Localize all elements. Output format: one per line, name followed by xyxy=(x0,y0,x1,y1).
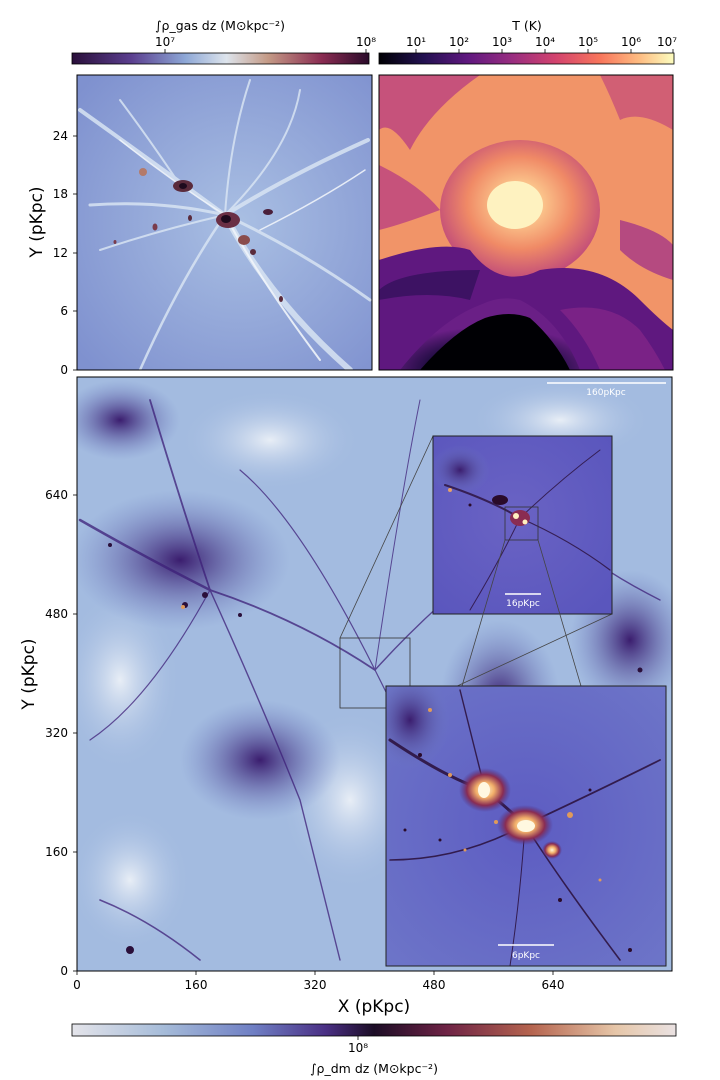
inset1-scalebar-label: 16pKpc xyxy=(506,599,540,609)
dm-main-panel: 160pKpc xyxy=(19,376,673,1017)
dm-xtick-0: 0 xyxy=(73,978,81,992)
gas-ytick-0: 0 xyxy=(60,363,68,377)
dm-ytick-0: 0 xyxy=(60,964,68,978)
dm-ytick-320: 320 xyxy=(45,726,68,740)
gas-colorbar-tick-1e8: 10⁸ xyxy=(356,35,376,49)
dm-xtick-640: 640 xyxy=(542,978,565,992)
temperature-tick-1e7: 10⁷ xyxy=(657,35,677,49)
inset-1: 16pKpc xyxy=(432,435,613,615)
zoom-box-1 xyxy=(339,637,411,709)
dm-scalebar-label: 160pKpc xyxy=(586,388,626,398)
dm-colorbar: 10⁸ ∫ρ_dm dz (M⊙kpc⁻²) xyxy=(71,1023,677,1076)
temperature-colorbar-label: T (K) xyxy=(511,18,542,33)
dm-ylabel: Y (pKpc) xyxy=(19,638,39,710)
temperature-tick-1e1: 10¹ xyxy=(406,35,426,49)
temperature-colorbar-gradient xyxy=(378,52,675,65)
temperature-panel xyxy=(378,74,674,371)
gas-ytick-6: 6 xyxy=(60,304,68,318)
dm-xtick-160: 160 xyxy=(185,978,208,992)
gas-ytick-12: 12 xyxy=(53,246,68,260)
dm-ytick-640: 640 xyxy=(45,488,68,502)
zoom-box-2 xyxy=(504,506,539,541)
temperature-colorbar: T (K) 10¹ 10² 10³ 10⁴ 10⁵ 10⁶ 10⁷ xyxy=(378,18,677,65)
inset2-scalebar-label: 6pKpc xyxy=(512,951,540,961)
temperature-tick-1e5: 10⁵ xyxy=(578,35,598,49)
gas-colorbar-tick-1e7: 10⁷ xyxy=(155,35,175,49)
gas-ylabel: Y (pKpc) xyxy=(27,186,47,258)
gas-colorbar-label: ∫ρ_gas dz (M⊙kpc⁻²) xyxy=(155,18,285,33)
dm-ytick-480: 480 xyxy=(45,607,68,621)
temperature-tick-1e2: 10² xyxy=(449,35,469,49)
temperature-tick-1e3: 10³ xyxy=(492,35,512,49)
dm-colorbar-tick-1e8: 10⁸ xyxy=(348,1041,368,1055)
gas-colorbar: ∫ρ_gas dz (M⊙kpc⁻²) 10⁷ 10⁸ xyxy=(71,18,376,65)
dm-xtick-320: 320 xyxy=(304,978,327,992)
inset-2: 6pKpc xyxy=(385,685,667,967)
gas-ytick-24: 24 xyxy=(53,129,68,143)
gas-colorbar-gradient xyxy=(71,52,370,65)
gas-ytick-18: 18 xyxy=(53,187,68,201)
dm-ytick-160: 160 xyxy=(45,845,68,859)
dm-xlabel: X (pKpc) xyxy=(338,997,410,1017)
dm-colorbar-gradient xyxy=(71,1023,677,1037)
temperature-tick-1e6: 10⁶ xyxy=(621,35,641,49)
dm-xtick-480: 480 xyxy=(423,978,446,992)
gas-density-panel: 0 6 12 18 24 Y (pKpc) xyxy=(27,74,373,377)
temperature-tick-1e4: 10⁴ xyxy=(535,35,555,49)
dm-colorbar-label: ∫ρ_dm dz (M⊙kpc⁻²) xyxy=(310,1061,438,1076)
